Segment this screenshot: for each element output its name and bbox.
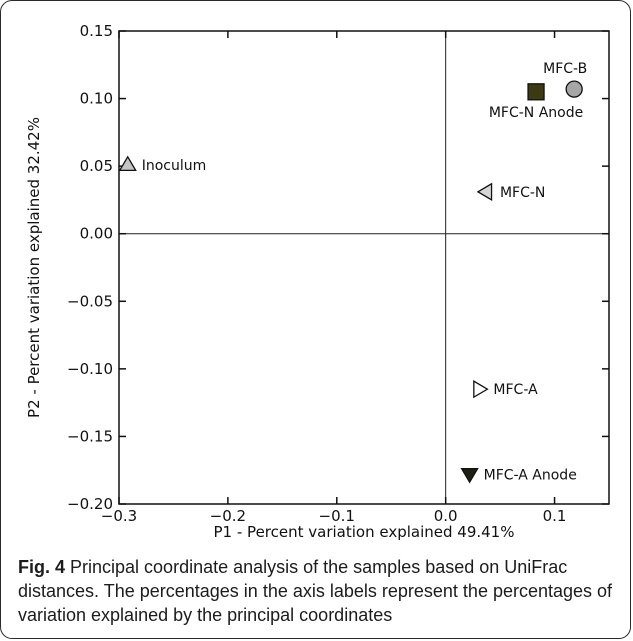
x-tick-label: 0.0: [434, 507, 458, 525]
data-point-label: MFC-N: [500, 185, 545, 201]
x-tick-label: −0.1: [319, 507, 355, 525]
y-tick-label: 0.00: [80, 225, 113, 243]
y-tick-label: −0.05: [67, 292, 113, 310]
pcoa-scatter-chart: −0.3 −0.2 −0.1 0.0 0.1 0.15 0.10 0.05 0.00 −0.05 −…: [25, 22, 610, 541]
figure-label: Fig. 4: [18, 557, 66, 577]
data-point-label: MFC-B: [543, 61, 587, 77]
x-tick-label: −0.2: [210, 507, 246, 525]
plot-area-border: [118, 30, 610, 505]
data-point-marker: [460, 468, 479, 484]
data-point-marker: [476, 182, 493, 201]
x-axis-label: P1 - Percent variation explained 49.41%: [214, 523, 515, 541]
x-tick-label: 0.1: [543, 507, 567, 525]
figure-caption: Fig. 4 Principal coordinate analysis of …: [18, 555, 618, 627]
data-point-label: MFC-N Anode: [489, 105, 583, 121]
x-tick-label: −0.3: [101, 507, 137, 525]
y-tick-label: −0.15: [67, 427, 113, 445]
data-point-marker: [527, 83, 545, 101]
y-tick-label: 0.15: [80, 22, 113, 40]
data-point-label: Inoculum: [142, 158, 207, 174]
data-point-label: MFC-A: [493, 382, 538, 398]
data-point-marker: [565, 80, 583, 98]
data-point-marker: [473, 379, 489, 399]
y-axis-label: P2 - Percent variation explained 32.42%: [25, 117, 43, 418]
data-point-label: MFC-A Anode: [484, 467, 577, 483]
y-tick-label: 0.10: [80, 90, 113, 108]
y-tick-label: −0.10: [67, 360, 113, 378]
y-tick-label: −0.20: [67, 495, 113, 513]
data-point-marker: [118, 155, 137, 172]
y-tick-label: 0.05: [80, 157, 113, 175]
caption-text: Principal coordinate analysis of the sam…: [18, 557, 613, 625]
